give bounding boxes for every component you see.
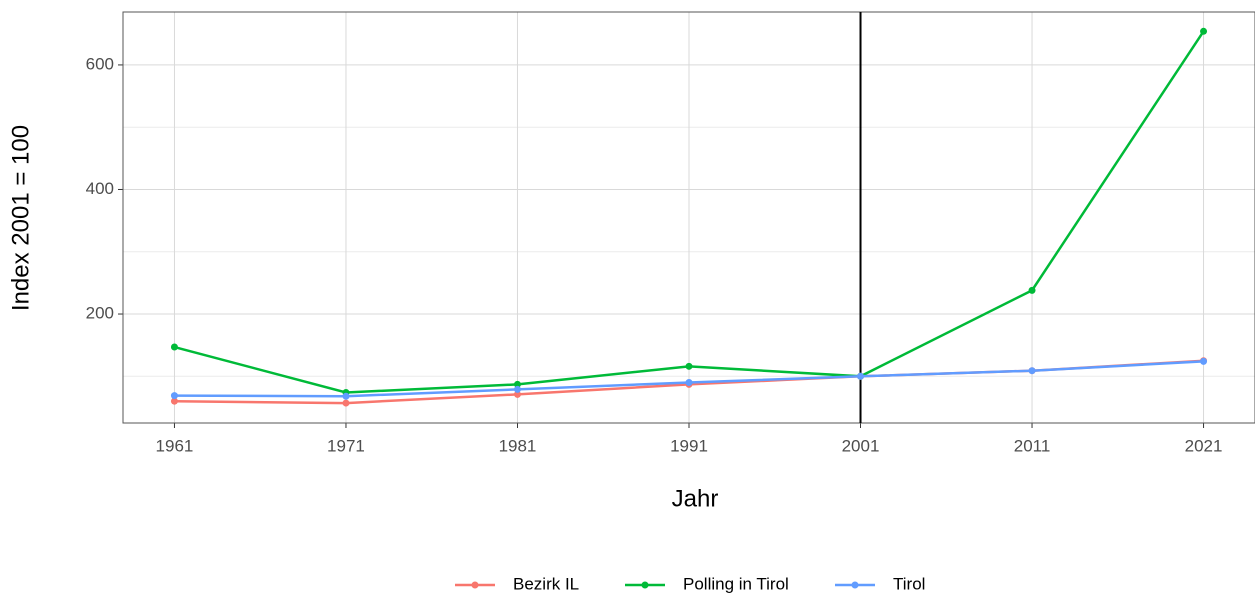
x-tick-label: 1971 — [327, 436, 365, 455]
point — [685, 379, 693, 387]
x-axis-label: Jahr — [672, 485, 719, 512]
point — [857, 372, 865, 380]
y-tick-label: 600 — [86, 54, 114, 73]
point — [170, 392, 178, 400]
x-tick-label: 1991 — [670, 436, 708, 455]
point — [342, 399, 350, 407]
legend-swatch-point — [641, 581, 649, 589]
x-tick-label: 2011 — [1014, 436, 1051, 455]
point — [170, 343, 178, 351]
legend-label: Tirol — [893, 574, 925, 593]
point — [513, 385, 521, 393]
x-tick-label: 1981 — [499, 436, 537, 455]
point — [1028, 286, 1036, 294]
legend-label: Bezirk IL — [513, 574, 579, 593]
panel-border — [122, 11, 1255, 424]
point — [1028, 367, 1036, 375]
legend-swatch-point — [471, 581, 479, 589]
legend-swatch-point — [851, 581, 859, 589]
x-tick-label: 1961 — [156, 436, 194, 455]
point — [1200, 357, 1208, 365]
legend-label: Polling in Tirol — [683, 574, 789, 593]
point — [1200, 27, 1208, 35]
point — [685, 362, 693, 370]
x-tick-label: 2001 — [842, 436, 880, 455]
point — [170, 397, 178, 405]
y-axis-label: Index 2001 = 100 — [7, 125, 34, 311]
y-tick-label: 200 — [86, 304, 114, 323]
point — [342, 392, 350, 400]
x-tick-label: 2021 — [1185, 436, 1223, 455]
point — [513, 380, 521, 388]
point — [513, 390, 521, 398]
y-tick-label: 400 — [86, 179, 114, 198]
